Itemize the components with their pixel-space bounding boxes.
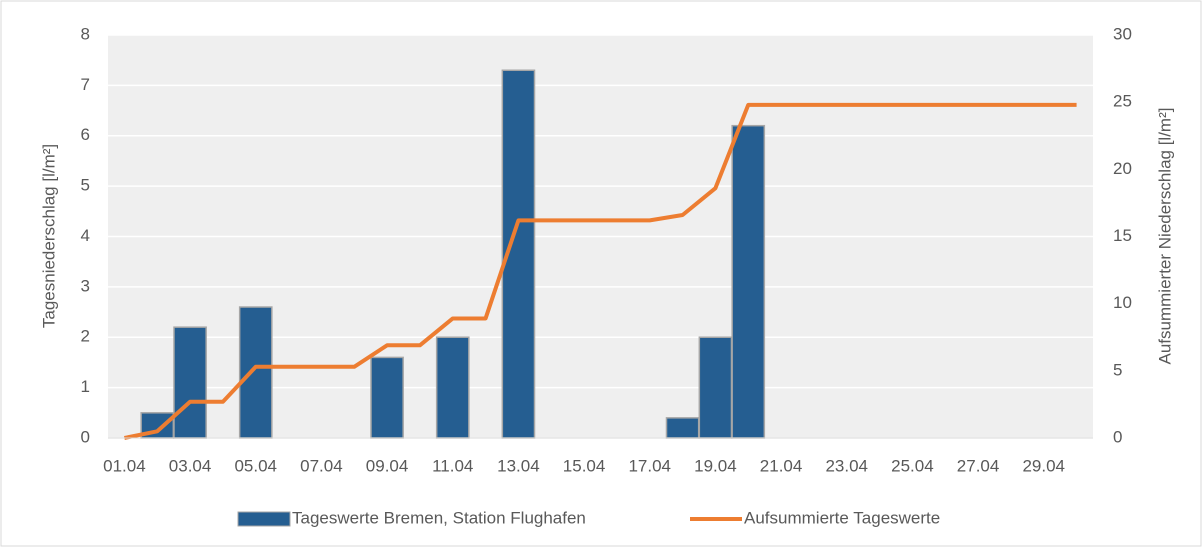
y2-tick-label: 0 bbox=[1113, 427, 1122, 446]
x-tick-label: 03.04 bbox=[169, 456, 212, 475]
y-tick-label: 1 bbox=[81, 377, 90, 396]
legend-swatch bbox=[237, 511, 291, 527]
x-tick-label: 29.04 bbox=[1022, 456, 1065, 475]
y-tick-label: 8 bbox=[81, 24, 90, 43]
bar bbox=[435, 336, 470, 439]
y-tick-label: 2 bbox=[81, 327, 90, 346]
y-tick-label: 6 bbox=[81, 125, 90, 144]
x-tick-label: 09.04 bbox=[366, 456, 409, 475]
line bbox=[124, 102, 1077, 440]
bar bbox=[370, 356, 404, 439]
legend-label: Aufsummierte Tageswerte bbox=[744, 508, 940, 527]
y2-tick-label: 30 bbox=[1113, 24, 1132, 43]
y-tick-label: 3 bbox=[81, 276, 90, 295]
x-tick-label: 11.04 bbox=[432, 456, 473, 475]
y-tick-label: 7 bbox=[81, 75, 90, 94]
y-axis-title: Tagesniederschlag [l/m²] bbox=[39, 144, 58, 328]
y-tick-label: 4 bbox=[81, 226, 90, 245]
x-tick-label: 21.04 bbox=[760, 456, 803, 475]
y2-tick-label: 25 bbox=[1113, 92, 1132, 111]
y2-tick-label: 15 bbox=[1113, 226, 1132, 245]
bar bbox=[698, 336, 733, 439]
x-tick-label: 19.04 bbox=[694, 456, 737, 475]
x-tick-label: 17.04 bbox=[628, 456, 671, 475]
bar bbox=[731, 124, 766, 439]
x-tick-label: 23.04 bbox=[825, 456, 868, 475]
x-tick-label: 01.04 bbox=[103, 456, 146, 475]
y2-axis-title: Aufsummierter Niederschlag [l/m²] bbox=[1155, 108, 1174, 365]
x-tick-label: 05.04 bbox=[234, 456, 277, 475]
bar bbox=[238, 306, 273, 439]
x-tick-label: 15.04 bbox=[563, 456, 606, 475]
y2-tick-label: 10 bbox=[1113, 293, 1132, 312]
y-tick-label: 5 bbox=[81, 176, 90, 195]
x-tick-label: 07.04 bbox=[300, 456, 343, 475]
bar bbox=[173, 326, 207, 439]
x-tick-label: 27.04 bbox=[957, 456, 1000, 475]
x-tick-label: 25.04 bbox=[891, 456, 934, 475]
y2-tick-label: 20 bbox=[1113, 159, 1132, 178]
x-tick-label: 13.04 bbox=[497, 456, 540, 475]
y2-tick-label: 5 bbox=[1113, 360, 1122, 379]
bar bbox=[665, 417, 700, 439]
y-tick-label: 0 bbox=[81, 427, 90, 446]
legend-label: Tageswerte Bremen, Station Flughafen bbox=[292, 508, 586, 527]
